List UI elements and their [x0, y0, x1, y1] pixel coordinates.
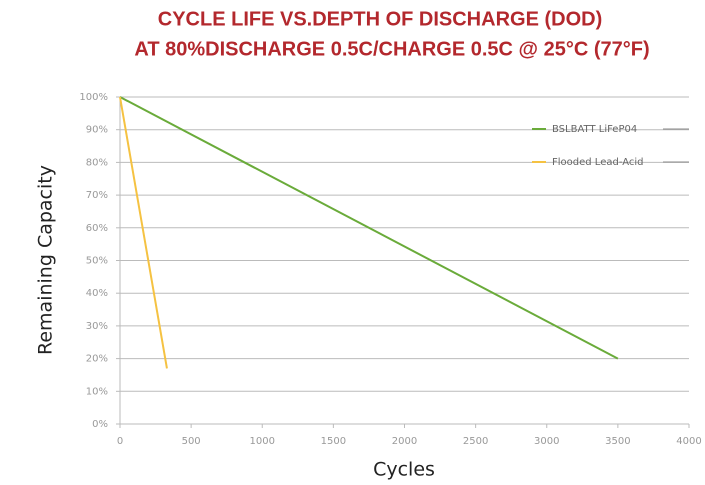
x-tick-label: 0 — [117, 436, 123, 447]
y-tick-label: 0% — [92, 419, 108, 430]
y-tick-label: 90% — [86, 125, 108, 136]
x-tick-label: 3000 — [534, 436, 559, 447]
x-tick-label: 500 — [182, 436, 201, 447]
y-tick-label: 30% — [86, 321, 108, 332]
chart-subtitle: AT 80%DISCHARGE 0.5C/CHARGE 0.5C @ 25°C … — [134, 38, 649, 60]
y-axis-label: Remaining Capacity — [35, 165, 57, 355]
y-tick-label: 60% — [86, 223, 108, 234]
series-line — [119, 96, 619, 360]
x-tick-label: 2500 — [463, 436, 488, 447]
y-tick-label: 80% — [86, 157, 108, 168]
x-tick-label: 3500 — [605, 436, 630, 447]
x-axis-label: Cycles — [373, 459, 435, 481]
y-tick-label: 40% — [86, 288, 108, 299]
y-tick-label: 50% — [86, 256, 108, 267]
legend-label: Flooded Lead-Acid — [552, 157, 644, 168]
y-tick-label: 70% — [86, 190, 108, 201]
series-line — [119, 96, 168, 369]
x-tick-label: 4000 — [676, 436, 701, 447]
x-tick-label: 1500 — [321, 436, 346, 447]
y-tick-label: 100% — [79, 92, 108, 103]
x-tick-label: 2000 — [392, 436, 417, 447]
chart-title: CYCLE LIFE VS.DEPTH OF DISCHARGE (DOD) — [158, 8, 602, 30]
x-tick-label: 1000 — [250, 436, 275, 447]
y-tick-label: 20% — [86, 354, 108, 365]
legend-label: BSLBATT LiFeP04 — [552, 124, 637, 135]
y-tick-label: 10% — [86, 386, 108, 397]
